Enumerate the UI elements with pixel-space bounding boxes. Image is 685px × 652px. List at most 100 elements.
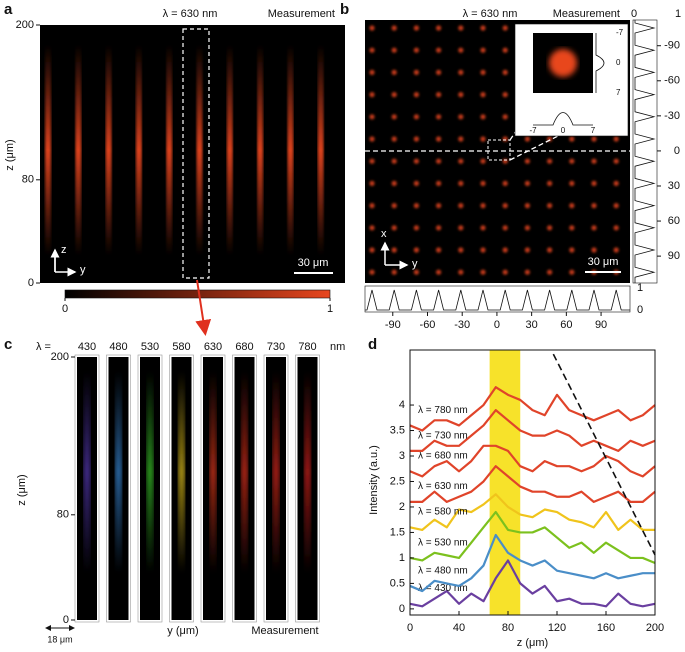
x-tick-label: 0 (407, 622, 413, 634)
spot (413, 136, 419, 142)
spot (458, 136, 464, 142)
spot (569, 203, 575, 209)
spot (458, 180, 464, 186)
spot (569, 180, 575, 186)
spot (591, 203, 597, 209)
series-label: λ = 530 nm (418, 537, 468, 548)
spot (391, 47, 397, 53)
y-axis-label: z (μm) (4, 139, 16, 170)
spot (458, 203, 464, 209)
spot (524, 180, 531, 186)
spot (369, 225, 375, 231)
wavelength-label: 430 (78, 341, 96, 353)
spot (369, 47, 375, 53)
series-label: λ = 630 nm (418, 481, 468, 492)
spot (480, 158, 486, 164)
spot (613, 180, 619, 186)
spot (413, 92, 419, 98)
spot (413, 114, 419, 120)
x-tick-label: -90 (385, 319, 401, 331)
profile-frame (632, 19, 658, 284)
y-tick-label: 0.5 (390, 577, 405, 589)
wavelength-label: 480 (109, 341, 127, 353)
y-tick-label: 0 (399, 603, 405, 615)
column-glow (178, 372, 185, 572)
plot-frame (409, 349, 656, 616)
spot (436, 247, 442, 253)
panel-title: λ = 630 nm (163, 8, 218, 20)
axis-arrow-label: z (61, 244, 67, 256)
x-tick-label: -60 (420, 319, 436, 331)
spot (569, 247, 575, 253)
heatmap-image (40, 25, 345, 283)
x-tick-label: 30 (526, 319, 538, 331)
spot (436, 69, 442, 75)
spot (480, 92, 486, 98)
column-glow (304, 372, 311, 572)
series-line (410, 465, 656, 503)
spot (369, 158, 375, 164)
y-tick-label: 4 (399, 399, 405, 411)
spot (458, 269, 464, 275)
y-tick-label: 200 (16, 19, 34, 31)
y-tick-label: 2 (399, 501, 405, 513)
spot (502, 136, 508, 142)
spot (502, 225, 508, 231)
x-tick-label: -30 (454, 319, 470, 331)
series-line (410, 409, 656, 453)
x-tick-label: 160 (597, 622, 615, 634)
column-glow (210, 372, 216, 572)
spot (436, 180, 442, 186)
x-tick-label: 120 (548, 622, 566, 634)
spot (458, 247, 464, 253)
spot (502, 180, 508, 186)
scale-bar-label: 18 μm (47, 634, 72, 644)
spot (569, 158, 575, 164)
spot (436, 92, 442, 98)
profile-tick-label: 0 (637, 304, 643, 316)
selection-box (182, 28, 210, 279)
inset-profile (595, 33, 605, 93)
spot (480, 247, 486, 253)
y-tick-label: 80 (22, 174, 34, 186)
y-tick-label: -90 (664, 40, 680, 52)
zoom-box (487, 139, 511, 161)
y-tick-label: 0 (674, 145, 680, 157)
scale-bar-label: 30 μm (298, 257, 329, 269)
spot (436, 269, 442, 275)
wavelength-label: 780 (298, 341, 316, 353)
scale-bar-label: 30 μm (588, 256, 619, 268)
y-tick-label: 90 (668, 250, 680, 262)
spot (502, 114, 508, 120)
spot (413, 225, 419, 231)
intensity-stripe (75, 45, 82, 255)
spot (480, 203, 486, 209)
panel-letter: c (4, 336, 12, 353)
spot (613, 136, 619, 142)
spot (458, 25, 464, 31)
wavelength-label: 730 (267, 341, 285, 353)
spot (613, 158, 619, 164)
trend-line (552, 353, 656, 556)
spot (391, 136, 397, 142)
spot (458, 69, 464, 75)
spot (391, 269, 397, 275)
spot (524, 158, 531, 164)
inset-x-tick-label: 7 (591, 126, 596, 135)
column-glow (115, 372, 122, 572)
y-tick-label: 3 (399, 450, 405, 462)
x-tick-label: 90 (595, 319, 607, 331)
column-glow (84, 372, 90, 572)
y-tick-label: 0 (28, 277, 34, 289)
inset-spot (549, 49, 577, 77)
axis-arrow-label: y (412, 258, 418, 270)
spot (391, 225, 397, 231)
profile-tick-label: 0 (631, 8, 637, 20)
y-tick-label: 1.5 (390, 526, 405, 538)
spot (569, 269, 575, 275)
spot (391, 180, 397, 186)
wavelength-prefix: λ = (36, 341, 51, 353)
series-line (409, 386, 656, 432)
spot (502, 25, 508, 31)
panel-letter: d (368, 336, 377, 353)
